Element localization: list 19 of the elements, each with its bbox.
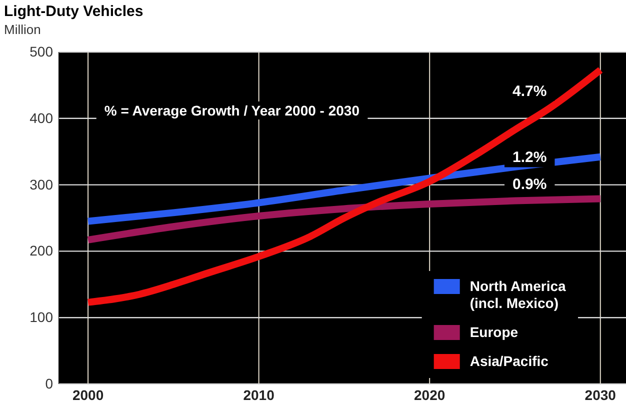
annotation: 0.9% xyxy=(512,176,547,193)
y-tick-label: 400 xyxy=(30,110,54,126)
x-tick-label: 2030 xyxy=(584,386,616,403)
x-tick-label: 2000 xyxy=(72,386,104,403)
legend-label: Europe xyxy=(470,324,518,340)
annotation: 4.7% xyxy=(512,82,547,100)
annotation: 1.2% xyxy=(512,149,547,166)
y-tick-label: 100 xyxy=(30,309,54,326)
legend-label: North America (incl. Mexico) xyxy=(470,278,566,311)
y-tick-label: 500 xyxy=(30,43,54,60)
y-tick-label: 200 xyxy=(30,242,54,259)
y-axis-title: Million xyxy=(4,22,41,37)
x-tick-label: 2020 xyxy=(414,386,446,403)
y-tick-label: 300 xyxy=(30,176,54,192)
annotation: % = Average Growth / Year 2000 - 2030 xyxy=(104,102,360,118)
x-tick-label: 2010 xyxy=(243,386,275,403)
y-tick-label: 0 xyxy=(45,375,54,392)
legend-label: Asia/Pacific xyxy=(470,353,549,369)
chart-title: Light-Duty Vehicles xyxy=(4,3,144,20)
